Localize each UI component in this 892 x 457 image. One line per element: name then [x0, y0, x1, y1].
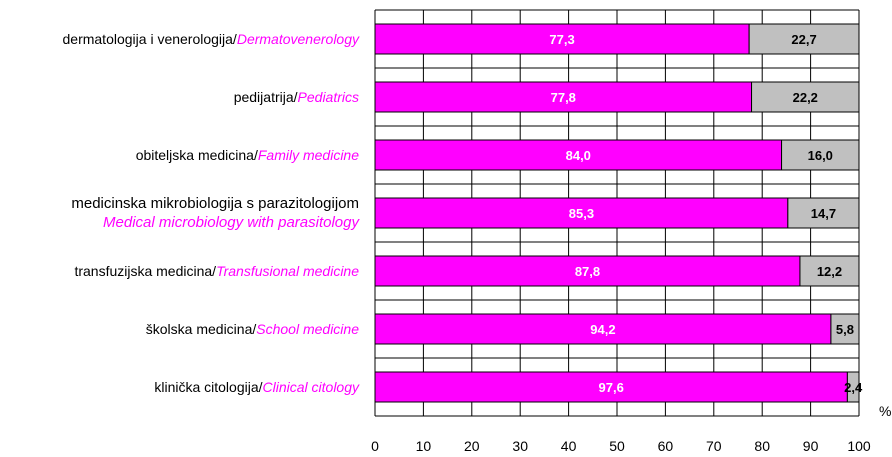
bar-value-label: 77,3 — [549, 32, 574, 47]
category-label-local: školska medicina/ — [145, 321, 257, 337]
x-tick-label: 50 — [609, 438, 625, 454]
category-label-english: Family medicine — [257, 147, 359, 163]
bar-value-label: 5,8 — [836, 322, 854, 337]
bar-segment-primary — [374, 139, 783, 171]
bar-value-label: 14,7 — [811, 206, 836, 221]
category-label: klinička citologija/Clinical citology — [154, 378, 359, 396]
category-label-local: obiteljska medicina/ — [135, 147, 258, 163]
bar-value-label: 12,2 — [817, 264, 842, 279]
bar-segment-primary — [374, 81, 753, 113]
x-tick-label: 30 — [512, 438, 528, 454]
axis-unit-label: % — [879, 403, 892, 419]
bar-value-label: 85,3 — [569, 206, 594, 221]
bar-value-label: 94,2 — [590, 322, 615, 337]
bar-segment-primary — [374, 255, 801, 287]
bar-segment-secondary — [781, 139, 860, 171]
bar-value-label: 77,8 — [551, 90, 576, 105]
bar-value-label: 16,0 — [808, 148, 833, 163]
category-label-english: School medicine — [256, 321, 359, 337]
bar-value-label: 84,0 — [566, 148, 591, 163]
bar-segment-secondary — [787, 197, 860, 229]
x-tick-label: 70 — [706, 438, 722, 454]
bar-segment-secondary — [799, 255, 860, 287]
x-tick-label: 0 — [371, 438, 379, 454]
category-label-local: medicinska mikrobiologija s parazitologi… — [71, 195, 359, 212]
bar-segment-secondary — [751, 81, 860, 113]
category-label-english: Clinical citology — [262, 379, 359, 395]
category-label: medicinska mikrobiologija s parazitologi… — [71, 194, 359, 232]
x-tick-label: 80 — [754, 438, 770, 454]
category-label-local: transfuzijska medicina/ — [74, 263, 217, 279]
category-label-english: Dermatovenerology — [236, 31, 359, 47]
x-tick-label: 40 — [561, 438, 577, 454]
category-label-local: pedijatrija/ — [233, 89, 298, 105]
bar-segment-primary — [374, 313, 832, 345]
bar-segment-secondary — [846, 371, 860, 403]
x-tick-label: 90 — [803, 438, 819, 454]
bar-value-label: 2,4 — [844, 380, 863, 395]
category-label-english: Medical microbiology with parasitology — [103, 214, 359, 231]
category-label-local: klinička citologija/ — [154, 379, 263, 395]
bar-segment-secondary — [748, 23, 860, 55]
category-label-english: Pediatrics — [297, 89, 359, 105]
x-tick-label: 60 — [658, 438, 674, 454]
category-label: transfuzijska medicina/Transfusional med… — [74, 262, 359, 280]
category-label: školska medicina/School medicine — [146, 320, 359, 338]
category-label-local: dermatologija i venerologija/ — [62, 31, 237, 47]
bar-value-label: 22,2 — [793, 90, 818, 105]
bar-segment-secondary — [830, 313, 860, 345]
category-label: dermatologija i venerologija/Dermatovene… — [63, 30, 360, 48]
x-tick-label: 20 — [464, 438, 480, 454]
bar-value-label: 22,7 — [791, 32, 816, 47]
category-label: obiteljska medicina/Family medicine — [136, 146, 359, 164]
x-tick-label: 100 — [847, 438, 871, 454]
x-tick-label: 10 — [416, 438, 432, 454]
bar-value-label: 97,6 — [599, 380, 624, 395]
bar-value-label: 87,8 — [575, 264, 600, 279]
category-label-english: Transfusional medicine — [216, 263, 359, 279]
category-label: pedijatrija/Pediatrics — [234, 88, 359, 106]
